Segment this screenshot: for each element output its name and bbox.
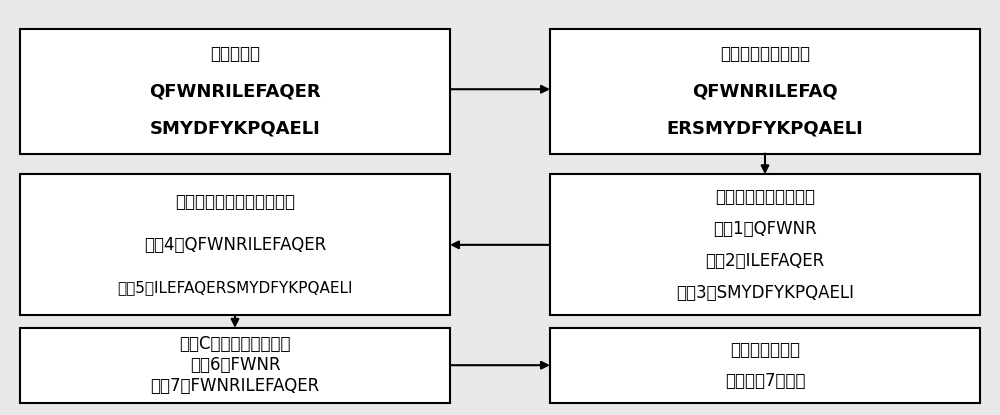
Text: 肽段2：ILEFAQER: 肽段2：ILEFAQER: [705, 252, 825, 270]
Text: 肽段7：FWNRILEFAQER: 肽段7：FWNRILEFAQER: [150, 377, 320, 395]
Text: SMYDFYKPQAELI: SMYDFYKPQAELI: [150, 120, 320, 138]
Text: 虚拟酶解最终结: 虚拟酶解最终结: [730, 341, 800, 359]
Bar: [550, 29, 980, 154]
Bar: [20, 29, 450, 154]
Text: 果为上面7个肽段: 果为上面7个肽段: [725, 372, 805, 390]
Text: ERSMYDFYKPQAELI: ERSMYDFYKPQAELI: [667, 120, 863, 138]
Text: QFWNRILEFAQER: QFWNRILEFAQER: [149, 82, 321, 100]
Text: 肽段5：ILEFAQERSMYDFYKPQAELI: 肽段5：ILEFAQERSMYDFYKPQAELI: [117, 280, 353, 295]
Text: 肽段6：FWNR: 肽段6：FWNR: [190, 356, 280, 374]
Bar: [20, 328, 450, 403]
Text: QFWNRILEFAQ: QFWNRILEFAQ: [692, 82, 838, 100]
Text: 有一个漏切位点的碎裂肽段: 有一个漏切位点的碎裂肽段: [175, 193, 295, 211]
Bar: [550, 328, 980, 403]
Text: 肽段4：QFWNRILEFAQER: 肽段4：QFWNRILEFAQER: [144, 236, 326, 254]
Text: 考虑C段敏感产生的肽段: 考虑C段敏感产生的肽段: [179, 335, 291, 354]
Text: 肽段1：QFWNR: 肽段1：QFWNR: [713, 220, 817, 238]
Text: 蛋白质序列: 蛋白质序列: [210, 45, 260, 63]
Text: 符合规则的酶切位点: 符合规则的酶切位点: [720, 45, 810, 63]
Bar: [20, 174, 450, 315]
Text: 无漏切位点的碎裂肽段: 无漏切位点的碎裂肽段: [715, 188, 815, 205]
Bar: [550, 174, 980, 315]
Text: 肽段3：SMYDFYKPQAELI: 肽段3：SMYDFYKPQAELI: [676, 284, 854, 302]
